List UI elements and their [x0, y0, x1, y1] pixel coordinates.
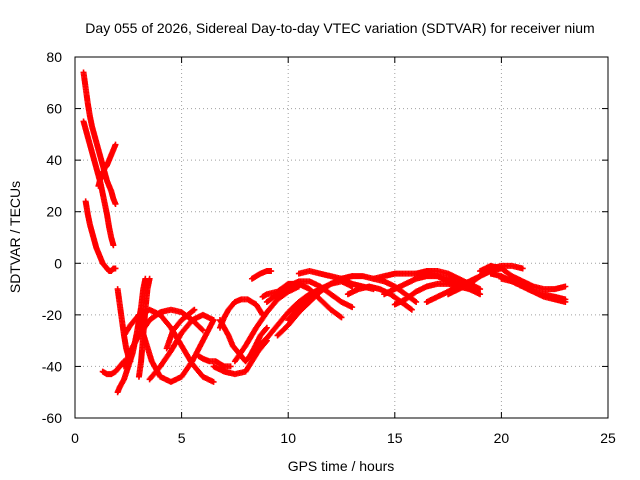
- y-tick-label: 0: [54, 255, 62, 271]
- x-tick-label: 0: [71, 430, 79, 446]
- data-point: [112, 200, 119, 207]
- y-tick-label: 80: [46, 49, 62, 65]
- grid-lines: [75, 57, 608, 418]
- y-tick-label: -60: [42, 410, 62, 426]
- data-point: [413, 298, 420, 305]
- data-point: [519, 265, 526, 272]
- series-track-17: [216, 296, 266, 331]
- y-tick-label: -40: [42, 358, 62, 374]
- x-tick-label: 5: [178, 430, 186, 446]
- data-point: [349, 304, 356, 311]
- series-track-15: [210, 337, 270, 378]
- data-point: [112, 265, 119, 272]
- x-axis-title: GPS time / hours: [288, 458, 395, 474]
- x-tick-labels: 0 5 10 15 20 25: [71, 430, 616, 446]
- series-track-11: [135, 317, 217, 385]
- chart-title: Day 055 of 2026, Sidereal Day-to-day VTE…: [85, 20, 594, 36]
- data-point: [263, 324, 270, 331]
- series-track-2: [80, 118, 117, 249]
- series-track-20: [248, 268, 275, 282]
- data-point: [227, 363, 234, 370]
- x-tick-label: 20: [494, 430, 510, 446]
- data-point: [198, 326, 205, 333]
- data-point: [407, 305, 414, 312]
- series-track-36: [498, 275, 569, 305]
- x-tick-label: 25: [600, 430, 616, 446]
- data-point: [411, 298, 418, 305]
- series-track-5: [99, 358, 128, 378]
- axis-ticks: [74, 56, 609, 419]
- y-tick-label: -20: [42, 307, 62, 323]
- plot-frame: [74, 56, 609, 419]
- data-point: [112, 141, 119, 148]
- data-points: [80, 69, 569, 396]
- series-track-13: [163, 306, 198, 352]
- series-track-3: [95, 141, 119, 189]
- series-track-34: [477, 262, 569, 293]
- y-tick-label: 20: [46, 204, 62, 220]
- data-point: [146, 275, 153, 282]
- data-point: [268, 268, 275, 275]
- y-axis-title: SDTVAR / TECUs: [7, 181, 23, 293]
- series-track-14: [195, 353, 234, 370]
- x-tick-label: 15: [387, 430, 403, 446]
- y-tick-labels: -60 -40 -20 0 20 40 60 80: [42, 49, 62, 426]
- y-tick-label: 40: [46, 152, 62, 168]
- data-point: [262, 325, 269, 332]
- data-point: [408, 306, 415, 313]
- y-tick-label: 60: [46, 101, 62, 117]
- data-point: [562, 283, 569, 290]
- data-point: [337, 313, 344, 320]
- data-point: [338, 314, 345, 321]
- data-point: [190, 307, 197, 314]
- series-track-12: [146, 311, 217, 383]
- data-point: [562, 298, 569, 305]
- x-tick-label: 10: [280, 430, 296, 446]
- data-point: [191, 306, 198, 313]
- data-point: [110, 242, 117, 249]
- data-point: [477, 286, 484, 293]
- data-point: [210, 317, 217, 324]
- data-point: [210, 378, 217, 385]
- data-point: [477, 291, 484, 298]
- series-track-4: [82, 198, 119, 275]
